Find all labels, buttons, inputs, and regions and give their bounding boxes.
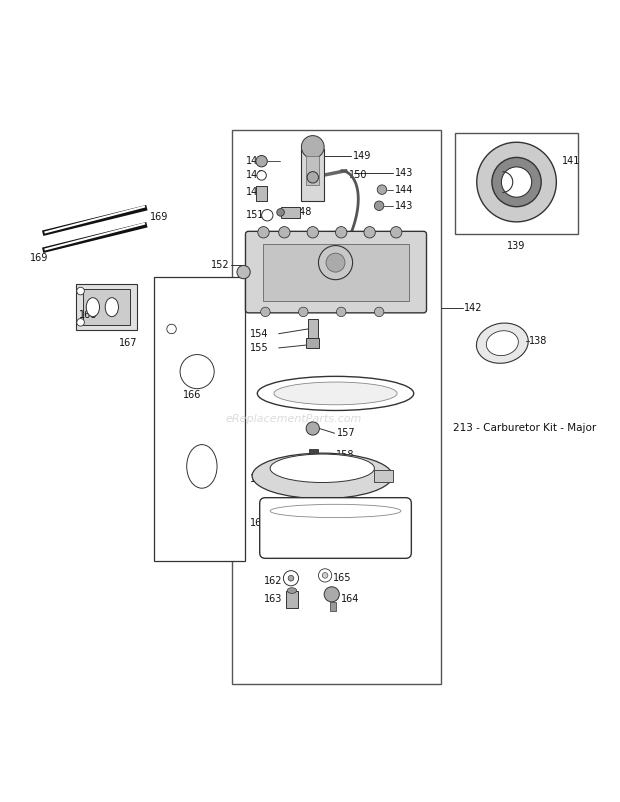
Bar	[76, 285, 138, 330]
Bar	[374, 470, 393, 481]
Circle shape	[477, 142, 556, 222]
Ellipse shape	[270, 504, 401, 517]
Text: 162: 162	[264, 576, 282, 586]
Ellipse shape	[105, 298, 118, 317]
Circle shape	[502, 167, 532, 197]
Bar	[256, 186, 267, 201]
Circle shape	[260, 307, 270, 317]
Text: 146: 146	[246, 170, 265, 180]
Bar	[309, 449, 319, 459]
Circle shape	[306, 422, 319, 435]
Circle shape	[391, 227, 402, 238]
Text: 150: 150	[349, 170, 367, 180]
Circle shape	[374, 307, 384, 317]
Circle shape	[262, 209, 273, 221]
Text: 153: 153	[362, 279, 381, 290]
Text: 142: 142	[464, 303, 483, 313]
Circle shape	[288, 575, 294, 581]
Text: 159: 159	[250, 474, 268, 484]
Bar	[308, 319, 317, 338]
Text: 151: 151	[246, 210, 265, 221]
Ellipse shape	[274, 382, 397, 405]
Circle shape	[307, 172, 319, 183]
Ellipse shape	[187, 444, 217, 488]
Text: 168: 168	[79, 310, 97, 320]
Circle shape	[307, 227, 319, 238]
Text: 163: 163	[264, 594, 282, 604]
Text: 148: 148	[294, 208, 312, 217]
Text: 167: 167	[118, 338, 137, 348]
Bar	[232, 130, 441, 684]
Circle shape	[256, 156, 267, 167]
Circle shape	[322, 573, 328, 578]
Text: 139: 139	[507, 241, 526, 250]
Text: eReplacementParts.com: eReplacementParts.com	[226, 414, 362, 424]
Text: 164: 164	[341, 594, 360, 604]
Text: 165: 165	[333, 573, 351, 583]
Circle shape	[326, 253, 345, 272]
Text: 145: 145	[246, 156, 265, 166]
Ellipse shape	[287, 588, 296, 593]
Ellipse shape	[476, 323, 528, 363]
Ellipse shape	[252, 453, 392, 499]
Text: 156: 156	[362, 391, 381, 400]
Circle shape	[492, 157, 541, 207]
Bar	[84, 290, 130, 325]
Circle shape	[77, 287, 84, 295]
Circle shape	[77, 318, 84, 326]
Text: 144: 144	[395, 184, 414, 195]
Circle shape	[299, 307, 308, 317]
Circle shape	[278, 227, 290, 238]
Circle shape	[337, 307, 346, 317]
Bar	[330, 602, 335, 611]
Bar	[281, 207, 299, 218]
Ellipse shape	[86, 298, 100, 317]
Text: 147: 147	[246, 187, 265, 196]
Circle shape	[237, 265, 250, 279]
Text: 138: 138	[529, 336, 547, 346]
Text: 169: 169	[30, 253, 49, 263]
Text: 143: 143	[395, 168, 414, 177]
Bar	[301, 149, 324, 201]
Bar	[455, 133, 578, 234]
Bar	[262, 244, 409, 301]
Bar	[306, 156, 319, 185]
Text: 161: 161	[250, 518, 268, 529]
Text: 155: 155	[250, 343, 269, 353]
Bar	[154, 277, 244, 561]
FancyBboxPatch shape	[246, 231, 427, 313]
Text: 149: 149	[353, 152, 371, 161]
Circle shape	[180, 354, 214, 389]
Text: 169: 169	[150, 212, 168, 222]
Text: 213 - Carburetor Kit - Major: 213 - Carburetor Kit - Major	[453, 423, 596, 434]
Circle shape	[301, 136, 324, 158]
Text: 141: 141	[562, 156, 580, 166]
Circle shape	[364, 227, 375, 238]
FancyBboxPatch shape	[260, 498, 411, 558]
Text: 166: 166	[183, 391, 202, 400]
Circle shape	[283, 571, 299, 585]
Circle shape	[167, 324, 176, 334]
Text: 157: 157	[337, 428, 355, 438]
Bar	[286, 590, 298, 608]
Circle shape	[377, 185, 387, 194]
Ellipse shape	[270, 454, 374, 483]
Text: 160: 160	[362, 469, 381, 479]
Text: 158: 158	[335, 450, 354, 460]
Circle shape	[324, 587, 339, 602]
Text: 154: 154	[250, 329, 268, 338]
Circle shape	[257, 171, 267, 180]
Circle shape	[335, 227, 347, 238]
Ellipse shape	[257, 376, 414, 411]
Text: 143: 143	[395, 200, 414, 211]
Circle shape	[277, 209, 285, 217]
Bar	[306, 338, 319, 348]
Circle shape	[319, 569, 332, 582]
Circle shape	[319, 245, 353, 280]
Circle shape	[258, 227, 269, 238]
Text: 152: 152	[211, 261, 229, 270]
Circle shape	[374, 201, 384, 210]
Ellipse shape	[486, 330, 518, 355]
